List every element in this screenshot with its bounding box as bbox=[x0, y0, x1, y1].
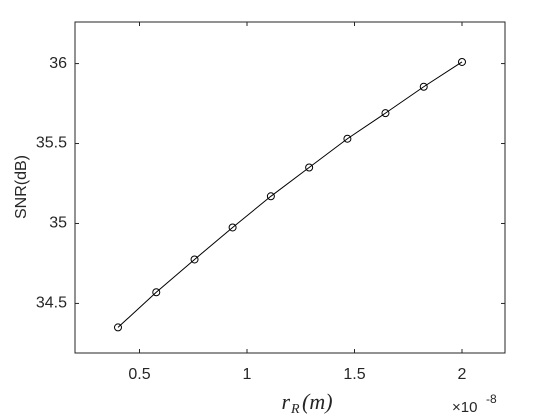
marker bbox=[458, 57, 466, 66]
x-exponent: -8 bbox=[486, 392, 497, 406]
x-tick-label: 0.5 bbox=[128, 366, 150, 383]
plot-box bbox=[74, 21, 506, 354]
x-tick-label: 2 bbox=[458, 366, 467, 383]
marker bbox=[343, 134, 352, 143]
marker bbox=[152, 288, 161, 297]
y-axis-label: SNR(dB) bbox=[13, 155, 30, 219]
y-tick-label: 35 bbox=[49, 215, 67, 232]
marker bbox=[266, 192, 275, 201]
x-axis-label-sub: R bbox=[290, 402, 300, 417]
x-axis-label: r bbox=[281, 389, 290, 414]
x-tick-label: 1 bbox=[243, 366, 252, 383]
y-tick-label: 36 bbox=[49, 55, 67, 72]
x-exponent-base: ×10 bbox=[452, 399, 477, 416]
marker bbox=[305, 163, 314, 172]
x-tick-label: 1.5 bbox=[343, 366, 365, 383]
marker bbox=[381, 109, 390, 118]
marker bbox=[419, 82, 428, 91]
marker bbox=[190, 255, 199, 264]
x-axis-label-rest: (m) bbox=[302, 389, 333, 414]
y-tick-label: 34.5 bbox=[36, 295, 67, 312]
series-line bbox=[117, 61, 463, 328]
y-tick-label: 35.5 bbox=[36, 135, 67, 152]
marker bbox=[114, 323, 122, 332]
marker bbox=[228, 223, 237, 232]
